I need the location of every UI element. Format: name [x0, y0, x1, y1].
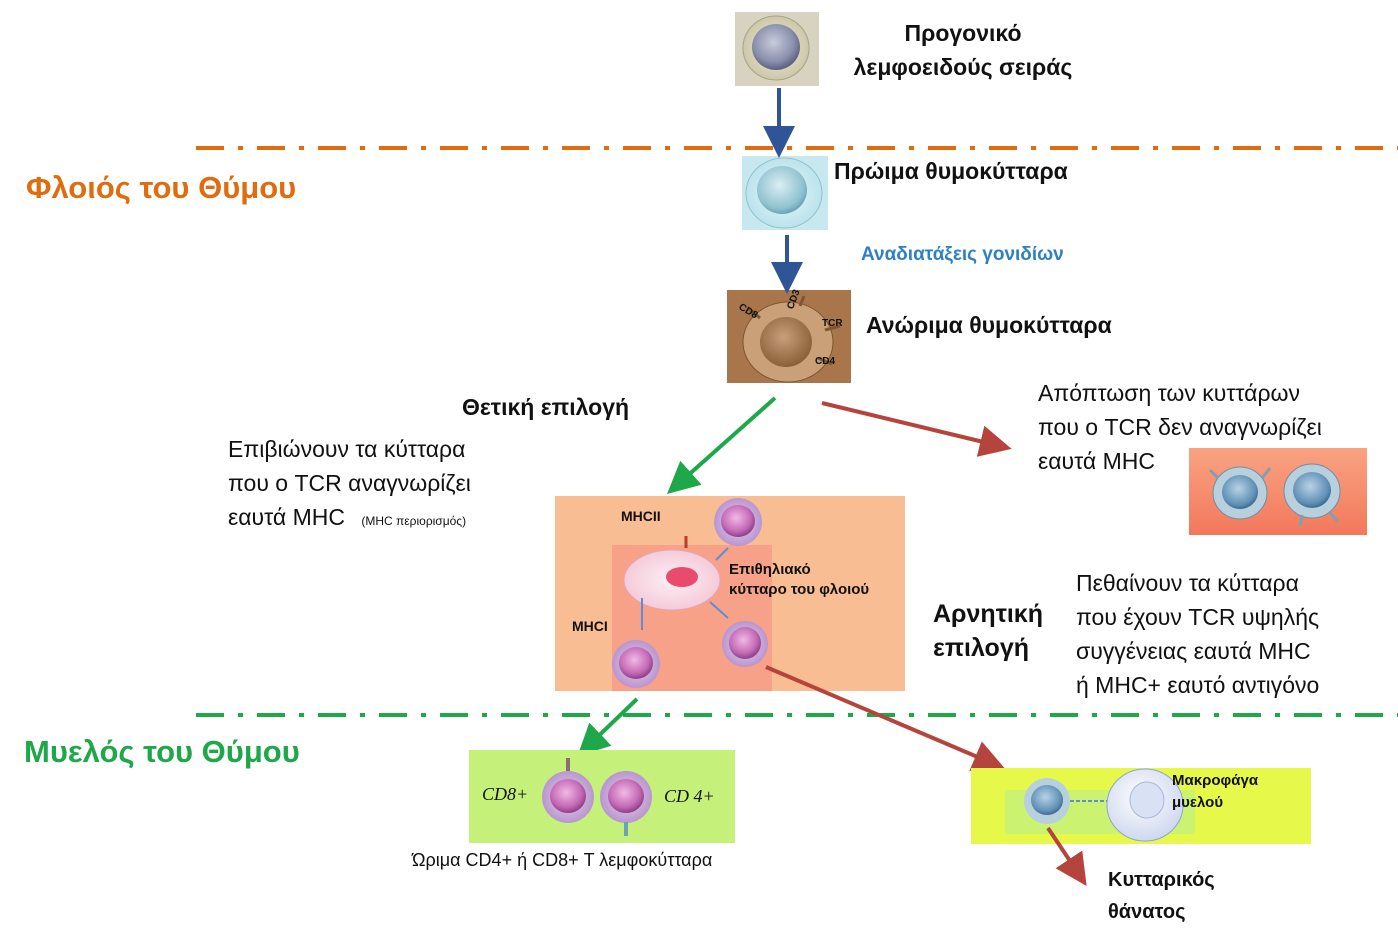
mature-cd8-label: CD8+	[482, 784, 529, 804]
mhci-label: MHCI	[572, 618, 608, 634]
progenitor-label-line1: Προγονικό	[904, 20, 1022, 46]
negative-line4: ή MHC+ εαυτό αντιγόνο	[1076, 672, 1320, 698]
arrow-to-macrophage	[765, 665, 1006, 771]
apoptosis-cells-image	[1189, 448, 1367, 535]
epithelial-line2: κύτταρο του φλοιού	[729, 581, 870, 598]
progenitor-label: Προγονικό λεμφοειδούς σειράς	[834, 16, 1092, 84]
positive-selection-description: Επιβιώνουν τα κύτταρα που ο TCR αναγνωρί…	[228, 432, 471, 538]
negative-line1: Πεθαίνουν τα κύτταρα	[1076, 570, 1299, 596]
macrophage-line2: μυελού	[1172, 794, 1224, 811]
marker-cd4: CD4	[815, 356, 836, 367]
early-thymocyte-label: Πρώιμα θυμοκύτταρα	[834, 158, 1068, 184]
apoptosis-description: Απόπτωση των κυττάρων που ο TCR δεν αναγ…	[1038, 376, 1322, 478]
immature-thymocyte-label: Ανώριμα θυμοκύτταρα	[866, 312, 1112, 338]
negative-selection-description: Πεθαίνουν τα κύτταρα που έχουν TCR υψηλή…	[1076, 566, 1319, 702]
negative-title-line2: επιλογή	[933, 634, 1029, 662]
arrow-positive-selection	[667, 396, 777, 494]
epithelial-cell-label: Επιθηλιακό κύτταρο του φλοιού	[729, 560, 869, 600]
negative-title-line1: Αρνητική	[933, 600, 1044, 628]
apoptosis-line3: εαυτά MHC	[1038, 448, 1155, 474]
progenitor-cell-image	[735, 12, 819, 86]
mhc-restriction-note: (MHC περιορισμός)	[361, 514, 467, 528]
medulla-label: Μυελός του Θύμου	[24, 734, 300, 769]
arrow-to-mature	[577, 697, 639, 757]
apoptosis-line2: που ο TCR δεν αναγνωρίζει	[1038, 414, 1322, 440]
marker-tcr: TCR	[822, 318, 843, 329]
positive-line3-row: εαυτά MHC (MHC περιορισμός)	[228, 500, 471, 538]
macrophage-line1: Μακροφάγα	[1172, 772, 1259, 789]
apoptosis-line1: Απόπτωση των κυττάρων	[1038, 380, 1301, 406]
epithelial-line1: Επιθηλιακό	[729, 561, 811, 578]
macrophage-cells-image	[971, 768, 1311, 844]
positive-line3: εαυτά MHC	[228, 504, 345, 530]
mature-caption: Ώριμα CD4+ ή CD8+ Τ λεμφοκύτταρα	[412, 850, 713, 870]
negative-line2: που έχουν TCR υψηλής	[1076, 604, 1320, 630]
cell-death-line1: Κυτταρικός	[1108, 869, 1215, 891]
mature-cd4-label: CD 4+	[664, 786, 715, 806]
positive-selection-title: Θετική επιλογή	[462, 394, 630, 420]
immature-thymocyte-image	[727, 290, 851, 383]
progenitor-label-line2: λεμφοειδούς σειράς	[853, 54, 1073, 80]
positive-line2: που ο TCR αναγνωρίζει	[228, 470, 471, 496]
arrow-to-cell-death	[1046, 826, 1087, 886]
cortex-label: Φλοιός του Θύμου	[26, 170, 297, 205]
arrow-apoptosis	[821, 401, 1012, 457]
epithelial-panel-image	[555, 496, 905, 691]
mature-cells-image	[469, 750, 735, 843]
cell-death-label: Κυτταρικός θάνατος	[1108, 864, 1215, 928]
negative-line3: συγγένειας εαυτά MHC	[1076, 638, 1311, 664]
gene-rearrangement-label: Αναδιατάξεις γονιδίων	[861, 244, 1064, 265]
mhcii-label: MHCII	[621, 508, 661, 524]
cell-death-line2: θάνατος	[1108, 901, 1186, 923]
early-thymocyte-image	[742, 156, 828, 230]
macrophage-label: Μακροφάγα μυελού	[1172, 770, 1258, 814]
negative-selection-title: Αρνητική επιλογή	[933, 597, 1043, 665]
positive-line1: Επιβιώνουν τα κύτταρα	[228, 436, 466, 462]
